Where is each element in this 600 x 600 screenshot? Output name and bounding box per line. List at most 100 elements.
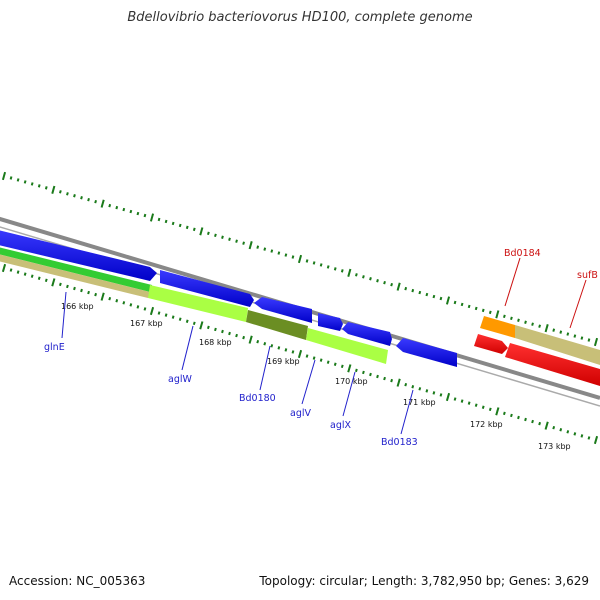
track-mark bbox=[425, 292, 429, 297]
track-mark bbox=[94, 292, 97, 297]
track-mark bbox=[418, 387, 422, 391]
gene-label-glnE[interactable]: glnE bbox=[44, 342, 65, 353]
track-mark bbox=[73, 194, 76, 198]
feature-Bd0184-orange[interactable] bbox=[480, 316, 515, 338]
accession-text: Accession: NC_005363 bbox=[9, 574, 146, 588]
track-mark bbox=[538, 421, 541, 426]
track-mark bbox=[178, 223, 182, 228]
tick-label: 167 kbp bbox=[130, 319, 163, 328]
track-mark bbox=[228, 237, 231, 241]
gene-aglW[interactable] bbox=[160, 270, 254, 307]
track-mark bbox=[453, 300, 457, 305]
track-mark bbox=[178, 317, 182, 321]
track-mark bbox=[495, 310, 500, 319]
track-mark bbox=[503, 314, 506, 319]
gene-label-aglV[interactable]: aglV bbox=[290, 408, 311, 419]
track-mark bbox=[115, 205, 119, 210]
track-mark bbox=[467, 401, 471, 405]
track-mark bbox=[143, 213, 147, 218]
track-mark bbox=[305, 354, 309, 358]
track-mark bbox=[305, 259, 309, 263]
genome-stats-text: Topology: circular; Length: 3,782,950 bp… bbox=[259, 574, 589, 588]
track-mark bbox=[432, 391, 436, 395]
feature-sufB-tan[interactable] bbox=[515, 325, 600, 365]
track-mark bbox=[517, 318, 520, 322]
track-mark bbox=[1, 171, 7, 181]
gene-aglV[interactable] bbox=[318, 313, 343, 331]
track-mark bbox=[404, 382, 408, 387]
map-title: Bdellovibrio bacteriovorus HD100, comple… bbox=[127, 10, 473, 25]
gene-labels: glnE aglW Bd0180 aglV aglX Bd0183 Bd0184… bbox=[44, 248, 598, 448]
track-mark bbox=[44, 278, 48, 283]
track-mark bbox=[248, 335, 253, 344]
label-leaders bbox=[61, 291, 414, 435]
track-mark bbox=[559, 330, 563, 334]
gene-label-Bd0180[interactable]: Bd0180 bbox=[239, 393, 276, 404]
gene-label-aglX[interactable]: aglX bbox=[330, 420, 351, 431]
track-mark bbox=[319, 263, 323, 267]
track-mark bbox=[333, 267, 337, 271]
gene-label-Bd0184[interactable]: Bd0184 bbox=[504, 248, 541, 259]
gene-sufB[interactable] bbox=[505, 343, 600, 386]
track-mark bbox=[362, 275, 365, 279]
gene-label-aglW[interactable]: aglW bbox=[168, 374, 192, 385]
track-mark bbox=[59, 190, 62, 194]
track-mark bbox=[171, 315, 175, 319]
track-mark bbox=[376, 374, 379, 379]
tick-labels: 166 kbp 167 kbp 168 kbp 169 kbp 170 kbp … bbox=[61, 302, 571, 451]
track-mark bbox=[136, 211, 140, 216]
track-mark bbox=[100, 199, 105, 208]
track-mark bbox=[242, 241, 245, 245]
track-mark bbox=[411, 385, 415, 389]
track-mark bbox=[460, 399, 464, 403]
track-mark bbox=[59, 282, 62, 287]
gene-Bd0183[interactable] bbox=[396, 338, 457, 367]
track-mark bbox=[333, 362, 337, 366]
feature-track bbox=[0, 247, 388, 364]
track-mark bbox=[157, 311, 161, 315]
track-mark bbox=[453, 397, 457, 401]
feature-lime-1 bbox=[148, 285, 248, 322]
track-mark bbox=[347, 268, 352, 277]
track-mark bbox=[340, 364, 344, 369]
gene-label-Bd0183[interactable]: Bd0183 bbox=[381, 437, 418, 448]
track-mark bbox=[87, 290, 90, 295]
gc-content-track bbox=[1, 171, 599, 347]
track-mark bbox=[270, 344, 274, 348]
track-mark bbox=[263, 247, 267, 251]
track-mark bbox=[439, 296, 443, 301]
track-mark bbox=[157, 217, 161, 222]
track-mark bbox=[221, 235, 224, 239]
track-mark bbox=[37, 276, 41, 280]
track-mark bbox=[199, 227, 204, 236]
track-mark bbox=[192, 227, 196, 232]
track-mark bbox=[326, 360, 330, 364]
gene-aglX[interactable] bbox=[342, 322, 392, 346]
track-mark bbox=[481, 308, 485, 313]
track-mark bbox=[312, 261, 316, 265]
gene-Bd0180[interactable] bbox=[254, 297, 312, 323]
track-mark bbox=[100, 292, 105, 301]
track-mark bbox=[376, 279, 379, 283]
track-mark bbox=[369, 277, 372, 281]
forward-cds-track bbox=[0, 228, 457, 367]
track-mark bbox=[164, 219, 168, 224]
track-mark bbox=[256, 339, 260, 344]
track-mark bbox=[44, 186, 48, 190]
gene-label-sufB[interactable]: sufB bbox=[577, 270, 598, 281]
track-mark bbox=[51, 278, 56, 287]
track-mark bbox=[207, 325, 210, 330]
track-mark bbox=[16, 178, 20, 182]
track-mark bbox=[207, 231, 210, 236]
track-mark bbox=[474, 403, 478, 407]
track-mark bbox=[445, 392, 451, 402]
gene-glnE[interactable] bbox=[0, 228, 157, 281]
track-mark bbox=[214, 327, 217, 332]
track-mark bbox=[425, 389, 429, 393]
track-mark bbox=[199, 321, 204, 330]
track-mark bbox=[481, 405, 485, 409]
track-mark bbox=[347, 364, 352, 373]
track-mark bbox=[277, 251, 281, 255]
gene-Bd0184[interactable] bbox=[474, 334, 508, 354]
track-mark bbox=[94, 199, 97, 204]
